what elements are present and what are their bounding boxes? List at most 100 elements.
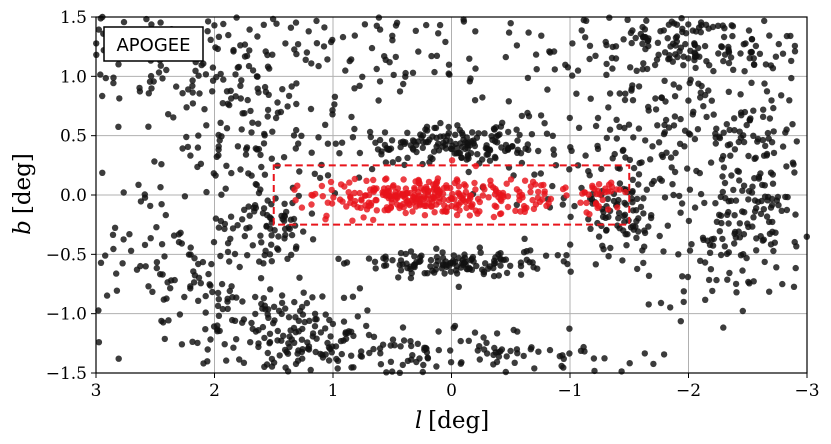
star-point: [748, 35, 756, 43]
star-point: [295, 140, 302, 147]
star-point: [755, 175, 763, 182]
apogee-star-point: [490, 213, 498, 221]
star-point: [290, 324, 298, 332]
apogee-star-point: [586, 211, 593, 218]
star-point: [580, 16, 587, 24]
star-point: [223, 162, 230, 169]
star-point: [772, 53, 780, 60]
star-point: [731, 212, 738, 219]
star-point: [214, 45, 221, 53]
star-point: [651, 61, 659, 69]
star-point: [240, 359, 248, 366]
star-point: [387, 358, 395, 365]
star-point: [195, 72, 202, 79]
star-point: [200, 360, 207, 367]
star-point: [623, 242, 630, 249]
star-point: [699, 234, 707, 241]
star-point: [578, 27, 585, 34]
star-point: [270, 320, 277, 327]
star-point: [661, 194, 669, 201]
star-point: [640, 210, 647, 217]
star-point: [595, 233, 603, 240]
star-point: [260, 140, 268, 147]
star-point: [712, 140, 719, 147]
apogee-star-point: [384, 188, 392, 196]
star-point: [581, 348, 588, 355]
star-point: [642, 137, 649, 144]
star-point: [495, 272, 502, 279]
star-point: [613, 135, 620, 142]
star-point: [292, 145, 299, 152]
star-point: [530, 264, 537, 271]
star-point: [644, 65, 651, 73]
axis-ticks: 3 2 1 0 −1 −2 −3 1.5 1.0 0.5 0.0 −0.5 −1.0 −1.5: [46, 8, 820, 401]
star-point: [678, 15, 685, 22]
apogee-star-point: [415, 195, 422, 202]
apogee-star-point: [529, 196, 536, 204]
star-point: [502, 53, 509, 61]
star-point: [238, 77, 245, 84]
star-point: [769, 65, 777, 72]
star-point: [751, 175, 758, 182]
star-point: [473, 262, 480, 270]
star-point: [195, 297, 202, 304]
star-point: [514, 350, 521, 357]
star-point: [566, 114, 573, 122]
star-point: [588, 196, 596, 203]
star-point: [582, 34, 589, 41]
star-point: [491, 138, 499, 145]
star-point: [658, 151, 665, 159]
apogee-star-point: [532, 201, 540, 208]
star-point: [672, 34, 680, 41]
star-point: [726, 141, 734, 148]
star-point: [225, 31, 232, 39]
x-tick-label: 2: [209, 381, 220, 401]
star-point: [740, 138, 748, 146]
star-point: [745, 188, 753, 195]
star-point: [682, 40, 689, 48]
star-point: [412, 27, 419, 34]
star-point: [288, 231, 296, 239]
star-point: [179, 145, 186, 152]
star-point: [761, 17, 768, 25]
apogee-star-point: [336, 196, 344, 203]
star-point: [508, 143, 516, 150]
star-point: [480, 268, 488, 276]
star-point: [222, 185, 229, 192]
star-point: [503, 269, 511, 277]
star-point: [136, 88, 144, 95]
star-point: [209, 88, 216, 95]
star-point: [531, 365, 538, 372]
star-point: [322, 311, 329, 318]
star-point: [645, 223, 652, 230]
star-point: [287, 216, 295, 223]
star-point: [700, 103, 707, 110]
star-point: [705, 87, 712, 94]
apogee-star-point: [467, 192, 475, 199]
star-point: [157, 19, 164, 26]
star-point: [709, 287, 716, 295]
star-point: [254, 73, 261, 80]
star-point: [759, 181, 766, 189]
star-point: [624, 16, 631, 23]
star-point: [640, 60, 647, 67]
star-point: [315, 62, 322, 70]
star-point: [219, 100, 226, 107]
star-point: [715, 50, 722, 57]
star-point: [615, 215, 622, 222]
star-point: [303, 49, 311, 56]
star-point: [229, 294, 236, 301]
apogee-star-point: [412, 178, 419, 185]
star-point: [279, 215, 286, 223]
star-point: [727, 152, 734, 159]
star-point: [628, 39, 635, 47]
star-point: [660, 351, 668, 358]
star-point: [511, 359, 518, 366]
y-axis-label: b[deg]: [10, 153, 36, 235]
star-point: [499, 119, 506, 127]
apogee-star-point: [498, 197, 505, 205]
star-point: [792, 264, 799, 272]
star-point: [712, 200, 719, 207]
star-point: [192, 67, 199, 75]
star-point: [568, 147, 575, 154]
